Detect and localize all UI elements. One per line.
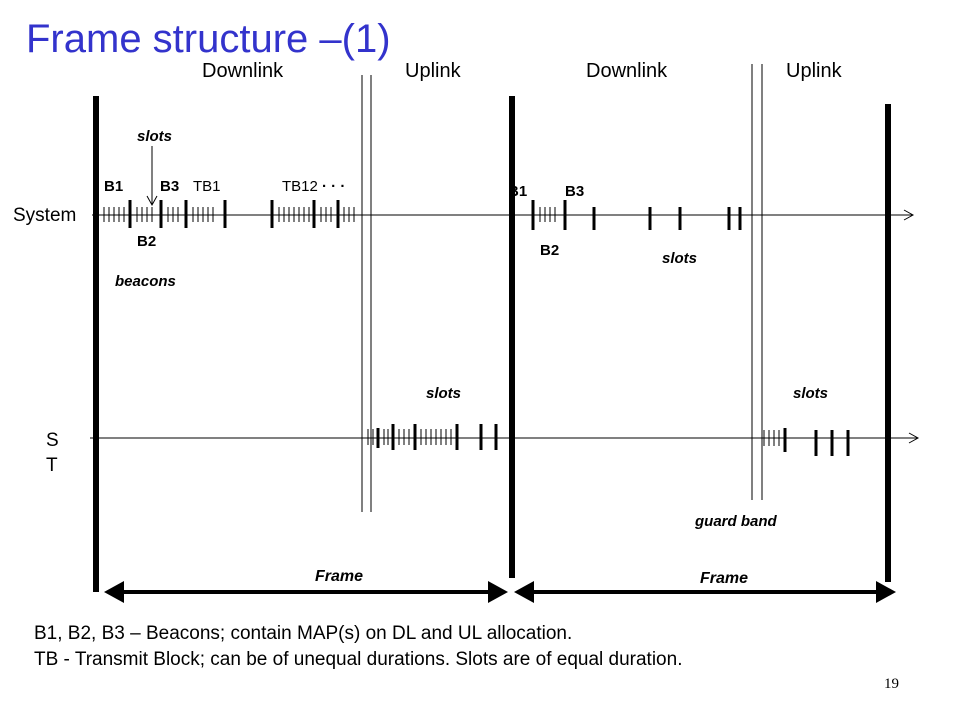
caption-line-2: TB - Transmit Block; can be of unequal d… xyxy=(34,649,682,670)
label-tb1: TB1 xyxy=(193,178,221,195)
label-frame-2: Frame xyxy=(700,570,748,587)
header-downlink-1: Downlink xyxy=(202,60,284,82)
guard-band-1 xyxy=(361,75,372,512)
st-ul2-ticks xyxy=(763,428,850,456)
label-b1-first: B1 xyxy=(104,178,123,195)
guard-band-2 xyxy=(751,64,763,500)
page-number: 19 xyxy=(884,676,899,692)
axis-label-st-1: S xyxy=(46,430,59,451)
axis-label-st-2: T xyxy=(46,455,58,476)
header-uplink-1: Uplink xyxy=(405,60,462,82)
system-dl2-ticks xyxy=(531,200,742,230)
frame-arrow-2 xyxy=(514,581,896,603)
frame-arrow-1 xyxy=(104,581,508,603)
slide-title: Frame structure –(1) xyxy=(26,17,391,61)
label-frame-1: Frame xyxy=(315,568,363,585)
label-slots-ul2: slots xyxy=(793,385,828,402)
label-slots-dl2: slots xyxy=(662,250,697,267)
st-ul1-ticks xyxy=(367,424,498,450)
label-b3-first: B3 xyxy=(160,178,179,195)
caption-line-1: B1, B2, B3 – Beacons; contain MAP(s) on … xyxy=(34,623,572,644)
axis-label-system: System xyxy=(13,205,76,226)
label-slots-top: slots xyxy=(137,128,172,145)
label-guard-band: guard band xyxy=(694,513,778,530)
header-downlink-2: Downlink xyxy=(586,60,668,82)
label-b2-second: B2 xyxy=(540,242,559,259)
system-dl1-ticks xyxy=(103,200,355,228)
label-b3-second: B3 xyxy=(565,183,584,200)
header-uplink-2: Uplink xyxy=(786,60,843,82)
label-beacons: beacons xyxy=(115,273,176,290)
label-b2-first: B2 xyxy=(137,233,156,250)
label-b1-second: B1 xyxy=(508,183,527,200)
label-slots-ul1: slots xyxy=(426,385,461,402)
label-ellipsis: · · · xyxy=(322,178,345,195)
label-tb12: TB12 xyxy=(282,178,318,195)
